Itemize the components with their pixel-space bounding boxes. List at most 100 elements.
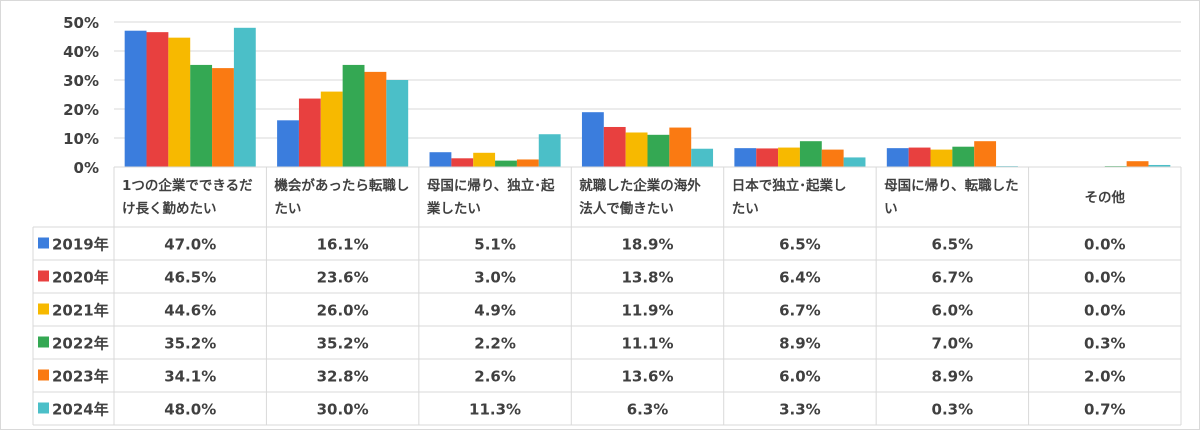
legend-key bbox=[38, 336, 49, 348]
category-label-line: 1つの企業でできるだ bbox=[122, 177, 253, 194]
category-label: その他 bbox=[1085, 189, 1126, 206]
y-tick-label: 50% bbox=[63, 14, 99, 32]
data-label: 6.0% bbox=[932, 302, 974, 320]
bar bbox=[516, 159, 539, 167]
bar bbox=[190, 64, 213, 167]
bar bbox=[495, 160, 517, 167]
series-name: 2024年 bbox=[52, 401, 109, 419]
bar bbox=[625, 132, 648, 167]
data-label: 0.3% bbox=[1084, 335, 1126, 353]
bar bbox=[843, 157, 866, 167]
legend-key bbox=[38, 303, 49, 315]
data-label: 13.6% bbox=[621, 368, 673, 386]
data-label: 0.0% bbox=[1084, 236, 1126, 254]
data-label: 2.2% bbox=[474, 335, 516, 353]
bar bbox=[974, 141, 997, 167]
data-label: 11.1% bbox=[621, 335, 673, 353]
legend-key bbox=[38, 369, 49, 381]
bar bbox=[691, 148, 714, 167]
bar bbox=[473, 152, 496, 167]
bar bbox=[647, 134, 670, 167]
category-label-line: 業したい bbox=[426, 200, 481, 217]
data-label: 11.9% bbox=[621, 302, 673, 320]
data-label: 8.9% bbox=[779, 335, 821, 353]
bar bbox=[734, 148, 757, 167]
category-label-line: たい bbox=[274, 201, 301, 217]
data-label: 4.9% bbox=[474, 302, 516, 320]
data-label: 26.0% bbox=[317, 302, 369, 320]
bar bbox=[212, 68, 234, 167]
data-label: 47.0% bbox=[164, 236, 216, 254]
series-name: 2019年 bbox=[52, 236, 109, 254]
category-label-line: い bbox=[884, 201, 898, 217]
category-label-line: たい bbox=[732, 201, 759, 217]
bar bbox=[386, 80, 409, 167]
bar bbox=[908, 147, 931, 167]
category-label-line: 法人で働きたい bbox=[579, 200, 674, 217]
data-label: 6.4% bbox=[779, 269, 821, 287]
data-label: 6.5% bbox=[932, 236, 974, 254]
bar bbox=[886, 148, 909, 167]
legend-key bbox=[38, 402, 49, 414]
bar bbox=[1126, 161, 1149, 167]
data-label: 0.3% bbox=[932, 401, 974, 419]
bar bbox=[277, 120, 299, 167]
category-label-line: け長く勤めたい bbox=[122, 200, 217, 217]
data-label: 6.7% bbox=[932, 269, 974, 287]
data-label: 5.1% bbox=[474, 236, 516, 254]
bars bbox=[124, 27, 1171, 168]
data-label: 7.0% bbox=[932, 335, 974, 353]
series-name: 2023年 bbox=[52, 368, 109, 386]
data-label: 13.8% bbox=[621, 269, 673, 287]
bar bbox=[1148, 164, 1171, 167]
legend-key bbox=[38, 270, 49, 282]
series-name: 2021年 bbox=[52, 302, 109, 320]
data-label: 35.2% bbox=[317, 335, 369, 353]
bar bbox=[429, 152, 452, 167]
bar bbox=[799, 141, 822, 167]
data-label: 23.6% bbox=[317, 269, 369, 287]
category-label-line: その他 bbox=[1085, 189, 1126, 206]
data-label: 11.3% bbox=[469, 401, 521, 419]
bar bbox=[581, 112, 604, 167]
bar bbox=[451, 158, 474, 167]
bar bbox=[233, 27, 256, 167]
y-tick-label: 10% bbox=[63, 130, 99, 148]
y-axis-ticks: 0% 10% 20% 30% 40% 50% bbox=[63, 14, 99, 177]
data-label: 18.9% bbox=[621, 236, 673, 254]
data-label: 6.3% bbox=[627, 401, 669, 419]
bar bbox=[778, 147, 800, 167]
y-tick-label: 20% bbox=[63, 101, 99, 119]
data-label: 30.0% bbox=[317, 401, 369, 419]
data-label: 6.0% bbox=[779, 368, 821, 386]
bar bbox=[342, 64, 365, 167]
data-label: 46.5% bbox=[164, 269, 216, 287]
data-label: 48.0% bbox=[164, 401, 216, 419]
data-label: 2.0% bbox=[1084, 368, 1126, 386]
data-label: 8.9% bbox=[932, 368, 974, 386]
data-label: 6.7% bbox=[779, 302, 821, 320]
category-label-line: 機会があったら転職し bbox=[274, 177, 409, 194]
bar bbox=[364, 71, 387, 167]
legend-key bbox=[38, 237, 49, 249]
data-label: 34.1% bbox=[164, 368, 216, 386]
bar bbox=[603, 126, 626, 167]
y-tick-label: 40% bbox=[63, 43, 99, 61]
data-label: 16.1% bbox=[317, 236, 369, 254]
data-label: 35.2% bbox=[164, 335, 216, 353]
data-label: 0.0% bbox=[1084, 269, 1126, 287]
category-label-line: 母国に帰り、転職した bbox=[884, 177, 1018, 194]
data-table: 1つの企業でできるだけ長く勤めたい機会があったら転職したい母国に帰り、独立･起業… bbox=[32, 166, 1182, 426]
y-tick-label: 0% bbox=[74, 159, 99, 177]
bar bbox=[669, 127, 692, 167]
bar bbox=[952, 146, 975, 167]
data-label: 44.6% bbox=[164, 302, 216, 320]
bar bbox=[298, 98, 321, 167]
data-label: 0.7% bbox=[1084, 401, 1126, 419]
